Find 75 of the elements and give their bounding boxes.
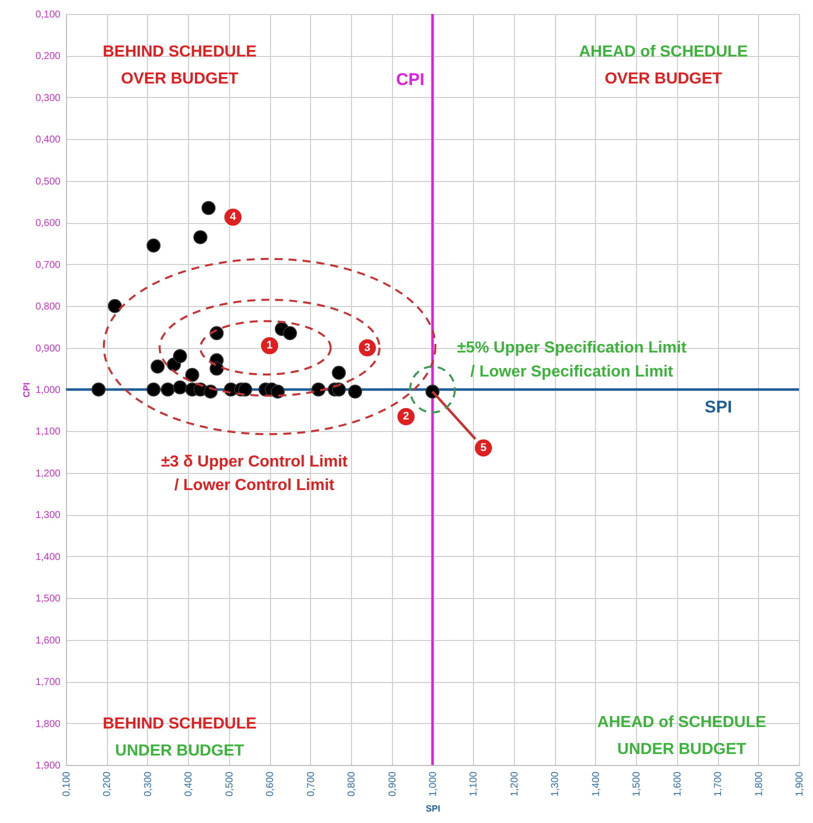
x-tick-label: 1,100 bbox=[468, 771, 480, 797]
annotation: ±3 δ Upper Control Limit bbox=[161, 454, 348, 471]
point bbox=[238, 382, 252, 397]
x-tick-label: 0,200 bbox=[102, 771, 114, 797]
x-axis-title: SPI bbox=[426, 804, 440, 814]
y-tick-label: 1,800 bbox=[35, 718, 61, 730]
x-tick-label: 0,900 bbox=[387, 771, 398, 797]
x-tick-label: 1,700 bbox=[713, 771, 724, 797]
annotation: / Lower Control Limit bbox=[174, 476, 336, 494]
point bbox=[332, 366, 346, 380]
point bbox=[160, 382, 175, 397]
y-tick-label: 0,700 bbox=[35, 260, 61, 271]
x-tick-label: 0,800 bbox=[346, 771, 358, 797]
y-tick-label: 1,900 bbox=[35, 760, 61, 772]
point bbox=[348, 384, 362, 399]
point bbox=[108, 299, 122, 314]
x-tick-label: 1,300 bbox=[550, 771, 562, 797]
y-tick-label: 0,300 bbox=[35, 92, 61, 104]
y-tick-label: 1,600 bbox=[35, 635, 61, 646]
y-tick-label: 0,600 bbox=[35, 218, 61, 230]
annotation: ±5% Upper Specification Limit bbox=[457, 339, 688, 356]
annotation: UNDER BUDGET bbox=[115, 742, 244, 760]
annotation: AHEAD of SCHEDULE bbox=[597, 714, 766, 732]
point bbox=[146, 382, 161, 397]
point bbox=[210, 362, 224, 376]
y-axis-title: CPI bbox=[21, 382, 32, 398]
point bbox=[173, 380, 188, 394]
x-tick-label: 1,600 bbox=[672, 771, 684, 797]
annotation: BEHIND SCHEDULE bbox=[102, 44, 257, 61]
point bbox=[193, 230, 208, 244]
point bbox=[282, 326, 297, 340]
point bbox=[146, 238, 161, 253]
x-tick-label: 0,700 bbox=[306, 771, 317, 797]
annotation: AHEAD of SCHEDULE bbox=[578, 44, 748, 61]
y-tick-label: 1,500 bbox=[35, 594, 61, 605]
annotation: 5 bbox=[480, 442, 486, 454]
y-tick-label: 0,200 bbox=[35, 51, 61, 62]
annotation: 3 bbox=[364, 342, 370, 354]
point bbox=[173, 349, 188, 364]
y-tick-label: 1,200 bbox=[35, 468, 61, 480]
annotation: 4 bbox=[230, 211, 237, 224]
y-tick-label: 1,000 bbox=[35, 385, 61, 396]
ref-line-label: CPI bbox=[396, 70, 424, 90]
point bbox=[185, 368, 200, 382]
x-tick-label: 1,800 bbox=[754, 771, 765, 797]
annotation: OVER BUDGET bbox=[120, 70, 239, 88]
point bbox=[150, 360, 165, 374]
y-tick-label: 1,400 bbox=[35, 552, 61, 563]
y-tick-label: 1,300 bbox=[35, 510, 61, 522]
x-tick-label: 1,400 bbox=[590, 771, 602, 797]
y-tick-label: 0,500 bbox=[35, 176, 61, 188]
annotation: / Lower Specification Limit bbox=[470, 363, 674, 380]
point bbox=[270, 384, 285, 399]
annotation: 1 bbox=[266, 340, 273, 352]
x-tick-label: 0,300 bbox=[142, 771, 154, 797]
y-tick-label: 0,100 bbox=[35, 10, 61, 20]
point bbox=[202, 201, 216, 216]
x-tick-label: 1,500 bbox=[632, 771, 643, 797]
y-tick-label: 0,400 bbox=[35, 134, 61, 146]
x-tick-label: 1,900 bbox=[794, 771, 806, 797]
ref-line-label: SPI bbox=[704, 398, 732, 416]
y-tick-label: 0,900 bbox=[35, 343, 61, 354]
annotation: OVER BUDGET bbox=[604, 70, 722, 88]
x-tick-label: 0,600 bbox=[265, 771, 276, 797]
y-tick-label: 1,100 bbox=[35, 426, 61, 438]
x-tick-label: 0,400 bbox=[184, 771, 195, 797]
x-tick-label: 1,000 bbox=[428, 771, 439, 797]
annotation: UNDER BUDGET bbox=[617, 741, 746, 758]
x-tick-label: 0,500 bbox=[224, 771, 236, 797]
annotation: 2 bbox=[402, 410, 410, 423]
annotation: BEHIND SCHEDULE bbox=[102, 716, 257, 733]
x-tick-label: 1,200 bbox=[509, 771, 520, 797]
y-tick-label: 1,700 bbox=[35, 677, 61, 688]
point bbox=[92, 382, 106, 397]
y-tick-label: 0,800 bbox=[35, 302, 61, 313]
